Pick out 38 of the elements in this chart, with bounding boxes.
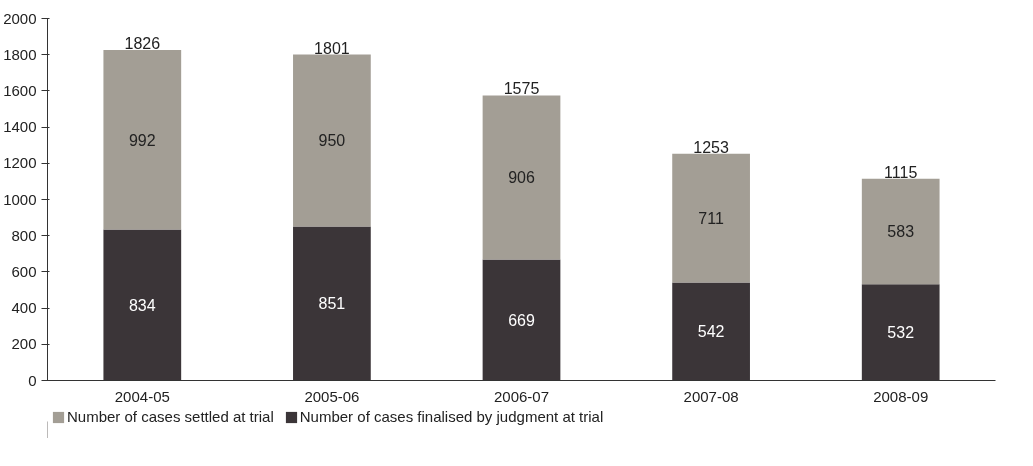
y-tick-label: 600 <box>11 262 37 280</box>
total-label: 1253 <box>693 138 729 156</box>
x-tick-label: 2005-06 <box>304 387 360 405</box>
data-label: 532 <box>887 324 915 342</box>
bar <box>672 153 750 283</box>
data-label: 992 <box>128 131 156 149</box>
data-label: 950 <box>318 132 346 150</box>
data-label: 542 <box>697 323 725 341</box>
data-label: 669 <box>508 311 535 329</box>
legend-label: Number of cases settled at trial <box>67 408 274 425</box>
data-label: 906 <box>508 169 535 187</box>
x-tick-label: 2004-05 <box>114 387 170 405</box>
y-tick-label: 1400 <box>3 118 37 136</box>
y-tick-label: 2000 <box>3 9 37 27</box>
bar <box>482 95 561 260</box>
y-tick-label: 1800 <box>3 45 37 63</box>
data-label: 583 <box>887 223 915 241</box>
bar <box>103 49 182 230</box>
y-tick-label: 200 <box>11 335 37 353</box>
bar <box>861 178 940 285</box>
data-label: 834 <box>128 297 156 315</box>
data-label: 851 <box>318 295 346 313</box>
x-tick-label: 2008-09 <box>873 387 929 405</box>
y-tick-label: 400 <box>11 299 37 317</box>
legend-label: Number of cases finalised by judgment at trial <box>299 408 604 425</box>
total-label: 1801 <box>314 39 350 57</box>
y-tick-label: 1600 <box>3 81 37 99</box>
x-tick-label: 2006-07 <box>493 387 550 405</box>
y-tick-label: 0 <box>28 371 37 389</box>
total-label: 1115 <box>884 163 918 181</box>
y-tick-label: 1000 <box>3 190 37 208</box>
total-label: 1826 <box>124 34 161 52</box>
bar <box>293 54 371 227</box>
y-tick-label: 800 <box>11 226 37 244</box>
data-label: 711 <box>698 210 724 228</box>
y-tick-label: 1200 <box>3 154 37 172</box>
total-label: 1575 <box>503 80 540 98</box>
x-tick-label: 2007-08 <box>683 387 739 405</box>
